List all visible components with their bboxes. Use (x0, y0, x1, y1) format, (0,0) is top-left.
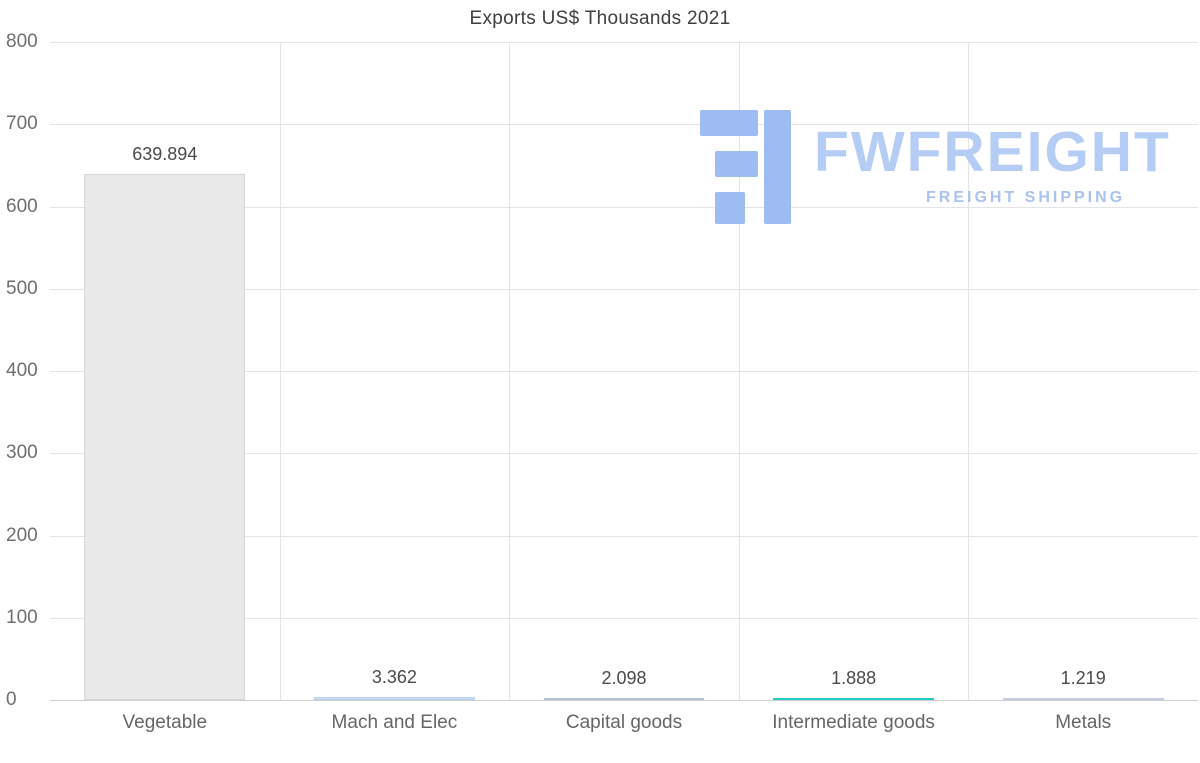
gridline-horizontal (50, 617, 1198, 619)
gridline-vertical (968, 42, 969, 700)
gridline-horizontal (50, 535, 1198, 537)
bar-capital-goods (543, 698, 705, 700)
fwfreight-logo-icon (700, 110, 791, 224)
bar-intermediate-goods (773, 698, 934, 700)
chart-title: Exports US$ Thousands 2021 (469, 8, 731, 29)
bar-metals (1002, 698, 1164, 700)
watermark-brand: FWFREIGHT (814, 120, 1171, 184)
y-tick-label: 100 (6, 606, 38, 628)
gridline-vertical (739, 42, 740, 700)
x-axis-line (50, 700, 1198, 701)
value-label-metals: 1.219 (1060, 668, 1106, 688)
y-tick-label: 300 (6, 442, 38, 464)
gridline-horizontal (50, 288, 1198, 290)
x-category-label: Vegetable (122, 712, 208, 733)
watermark: FWFREIGHT FREIGHT SHIPPING (698, 110, 1171, 224)
gridline-vertical (280, 42, 281, 700)
y-tick-label: 0 (6, 689, 17, 710)
watermark-text: FWFREIGHT FREIGHT SHIPPING (814, 110, 1171, 207)
y-tick-label: 600 (6, 195, 38, 217)
y-tick-label: 700 (6, 113, 38, 135)
value-label-intermediate-goods: 1.888 (831, 668, 877, 688)
value-label-capital-goods: 2.098 (601, 668, 647, 688)
watermark-tagline: FREIGHT SHIPPING (926, 189, 1126, 206)
y-tick-label: 500 (6, 277, 38, 299)
value-label-mach-and-elec: 3.362 (371, 667, 417, 688)
gridline-horizontal (50, 206, 1198, 208)
plot-area: FWFREIGHT FREIGHT SHIPPING 639.894 3.362 2… (50, 42, 1198, 701)
gridline-horizontal (50, 453, 1198, 455)
x-category-label: Mach and Elec (331, 712, 458, 733)
gridline-horizontal (50, 371, 1198, 372)
gridline-horizontal (50, 124, 1198, 126)
gridline-horizontal (50, 42, 1198, 43)
bar-vegetable (84, 173, 246, 700)
gridline-vertical (509, 42, 510, 700)
y-tick-label: 200 (6, 524, 38, 546)
y-tick-label: 800 (6, 31, 38, 52)
x-category-label: Intermediate goods (772, 712, 935, 733)
x-category-label: Capital goods (565, 712, 683, 733)
bar-mach-and-elec (314, 697, 475, 700)
x-category-label: Metals (1055, 712, 1112, 733)
value-label-vegetable: 639.894 (132, 143, 198, 164)
y-tick-label: 400 (6, 360, 38, 381)
